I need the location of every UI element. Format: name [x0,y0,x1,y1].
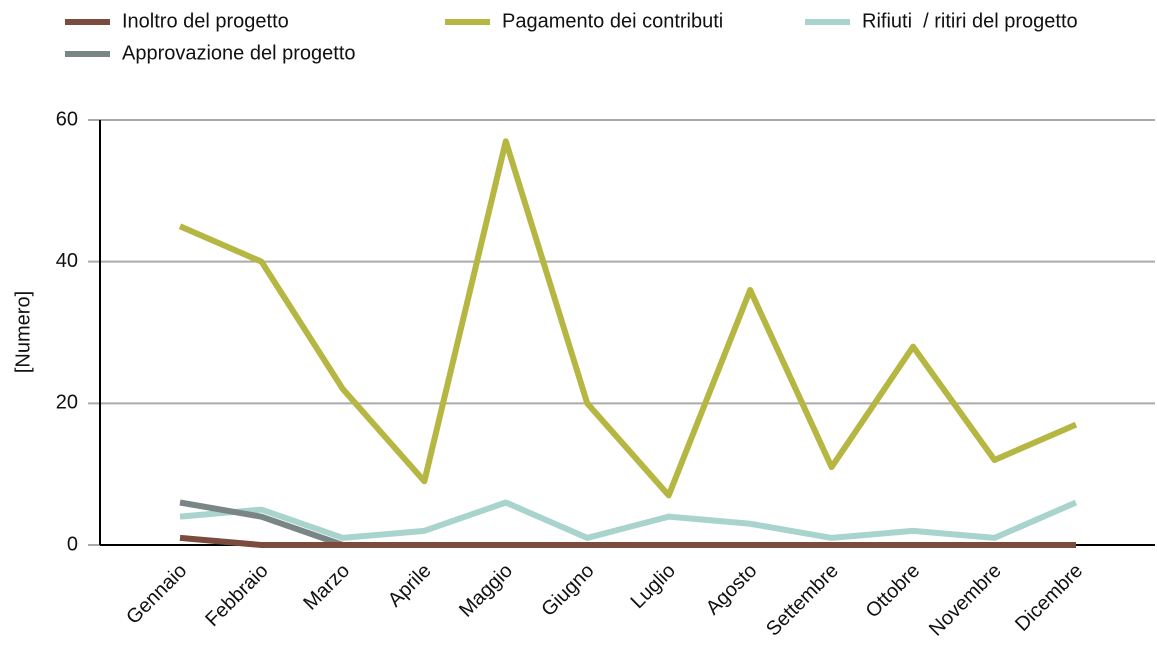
legend-label: Inoltro del progetto [122,10,289,32]
x-tick-label: Giugno [537,560,598,621]
y-tick-label: 20 [56,392,78,414]
x-tick-label: Ottobre [862,560,925,623]
y-axis-label: [Numero] [12,291,34,373]
x-tick-label: Febbraio [201,560,272,631]
series-line [179,499,1078,541]
legend-label: Rifiuti / ritiri del progetto [862,10,1078,32]
legend-label: Approvazione del progetto [122,42,356,64]
x-tick-label: Maggio [455,560,517,622]
x-tick-label: Settembre [762,560,843,641]
legend-label: Pagamento dei contributi [502,10,723,32]
x-tick-label: Aprile [384,560,436,612]
x-tick-label: Marzo [299,560,354,615]
series-line [178,138,1078,499]
series-line [179,499,1076,548]
x-tick-label: Dicembre [1011,560,1087,636]
series-line [179,534,1076,548]
x-tick-label: Novembre [925,560,1006,641]
x-tick-label: Agosto [702,560,762,620]
y-tick-label: 40 [56,250,78,272]
x-tick-label: Gennaio [122,560,191,629]
y-tick-label: 0 [67,533,78,555]
y-tick-label: 60 [56,108,78,130]
x-tick-label: Luglio [627,560,680,613]
